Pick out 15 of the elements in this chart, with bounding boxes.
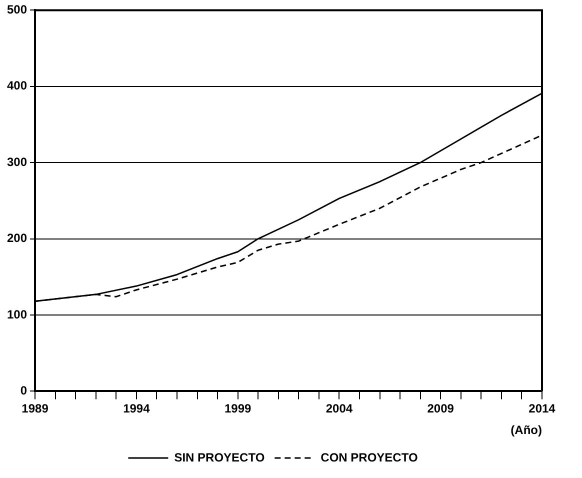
y-tick-label: 300 <box>6 154 28 169</box>
x-tick-label: 2009 <box>427 402 454 416</box>
x-tick-label: 1999 <box>224 402 252 416</box>
x-tick-label: 2014 <box>528 402 556 416</box>
legend-label: SIN PROYECTO <box>174 450 265 464</box>
y-tick-label: 400 <box>6 78 28 93</box>
x-tick-label: 1989 <box>22 402 49 416</box>
y-tick-label: 0 <box>20 384 28 398</box>
y-tick-label: 100 <box>6 307 28 322</box>
y-tick-label: 500 <box>6 2 28 17</box>
y-tick-label: 200 <box>6 231 28 246</box>
x-tick-label: 2004 <box>326 402 353 416</box>
legend-label: CON PROYECTO <box>320 450 418 464</box>
x-tick-label: 1994 <box>123 402 150 416</box>
x-axis-title: (Año) <box>510 423 542 438</box>
